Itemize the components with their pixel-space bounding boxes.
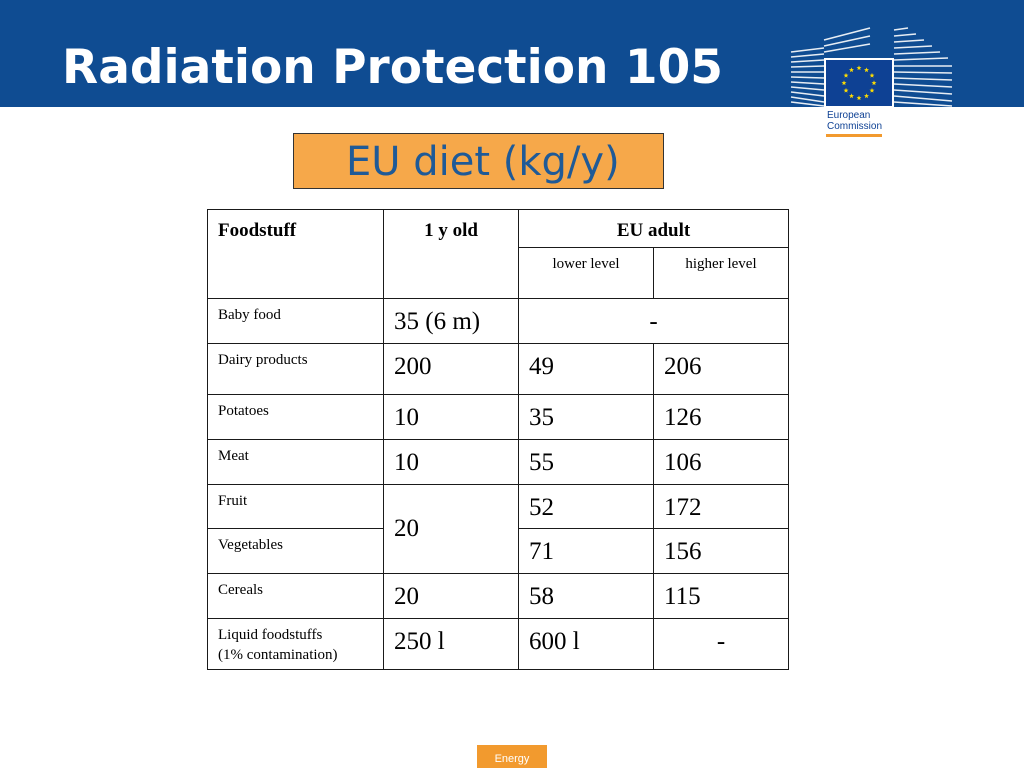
eu-star-icon bbox=[869, 87, 875, 93]
table-row: Baby food 35 (6 m) - bbox=[207, 298, 790, 344]
header-foodstuff: Foodstuff bbox=[207, 209, 384, 299]
table-row: Meat 10 55 106 bbox=[207, 439, 790, 485]
logo-line-1: European bbox=[827, 110, 871, 121]
diet-table: Foodstuff 1 y old EU adult lower level h… bbox=[207, 209, 790, 670]
food-name: Vegetables bbox=[207, 528, 384, 574]
food-name-line-2: (1% contamination) bbox=[218, 647, 338, 663]
higher-level-value: 172 bbox=[652, 484, 790, 529]
eu-star-icon bbox=[864, 67, 869, 73]
header-lower-level: lower level bbox=[518, 247, 654, 299]
table-row: Potatoes 10 35 126 bbox=[207, 394, 790, 440]
lower-level-value: 58 bbox=[518, 573, 654, 619]
lower-level-value: 52 bbox=[518, 484, 654, 529]
eu-star-icon bbox=[841, 80, 847, 86]
eu-star-icon bbox=[843, 72, 849, 78]
one-year-old-value: 10 bbox=[383, 439, 519, 485]
higher-level-value: 126 bbox=[652, 394, 790, 440]
food-name: Liquid foodstuffs (1% contamination) bbox=[207, 618, 384, 670]
logo-card: European Commission bbox=[824, 58, 894, 138]
food-name: Cereals bbox=[207, 573, 384, 619]
eu-star-icon bbox=[843, 87, 849, 93]
lower-level-value: 71 bbox=[518, 528, 654, 574]
one-year-old-value: 10 bbox=[383, 394, 519, 440]
food-name-line-1: Liquid foodstuffs bbox=[218, 627, 323, 643]
lower-level-value: 49 bbox=[518, 343, 654, 395]
one-year-old-value: 20 bbox=[383, 573, 519, 619]
header-higher-level: higher level bbox=[652, 247, 790, 299]
eu-flag-icon bbox=[826, 60, 892, 106]
one-year-old-value: 35 (6 m) bbox=[383, 298, 519, 344]
eu-star-icon bbox=[864, 93, 869, 99]
header-bar: Radiation Protection 105 bbox=[0, 0, 1024, 138]
one-year-old-value: 250 l bbox=[383, 618, 519, 670]
subheader-row: lower level higher level bbox=[208, 247, 790, 299]
food-name: Baby food bbox=[207, 298, 384, 344]
higher-level-value: 206 bbox=[652, 343, 790, 395]
european-commission-logo: European Commission bbox=[788, 26, 956, 138]
footer-energy-tag: Energy bbox=[477, 745, 547, 768]
logo-underline bbox=[826, 134, 882, 137]
header-one-year-old: 1 y old bbox=[383, 209, 519, 299]
lower-level-value: 35 bbox=[518, 394, 654, 440]
higher-level-value: 115 bbox=[652, 573, 790, 619]
table-row: Liquid foodstuffs (1% contamination) 250 … bbox=[207, 618, 790, 670]
one-year-old-value: 20 bbox=[383, 484, 519, 574]
logo-line-2: Commission bbox=[827, 121, 883, 132]
eu-star-icon bbox=[871, 80, 877, 86]
adult-value: - bbox=[517, 298, 790, 344]
food-name: Potatoes bbox=[207, 394, 384, 440]
eu-star-icon bbox=[856, 65, 862, 71]
subtitle-box: EU diet (kg/y) bbox=[293, 133, 664, 189]
page-title: Radiation Protection 105 bbox=[62, 40, 723, 95]
header-eu-adult: EU adult bbox=[517, 209, 790, 248]
eu-star-icon bbox=[849, 93, 854, 99]
higher-level-value: - bbox=[652, 618, 790, 670]
header-row: Foodstuff 1 y old EU adult bbox=[207, 209, 790, 299]
logo-stripes-icon bbox=[790, 27, 953, 107]
food-name: Dairy products bbox=[207, 343, 384, 395]
table-row: Dairy products 200 49 206 bbox=[207, 343, 790, 395]
logo-text: European Commission bbox=[827, 110, 893, 132]
lower-level-value: 600 l bbox=[518, 618, 654, 670]
food-name: Meat bbox=[207, 439, 384, 485]
lower-level-value: 55 bbox=[518, 439, 654, 485]
food-name: Fruit bbox=[207, 484, 384, 529]
eu-star-icon bbox=[849, 67, 854, 73]
table-row: Fruit 20 52 172 bbox=[207, 484, 790, 574]
subtitle-text: EU diet (kg/y) bbox=[346, 139, 620, 185]
eu-star-icon bbox=[869, 72, 875, 78]
one-year-old-value: 200 bbox=[383, 343, 519, 395]
eu-star-icon bbox=[856, 95, 862, 101]
table-row: Cereals 20 58 115 bbox=[207, 573, 790, 619]
higher-level-value: 106 bbox=[652, 439, 790, 485]
higher-level-value: 156 bbox=[652, 528, 790, 574]
table-row: Vegetables 71 156 bbox=[207, 528, 790, 574]
